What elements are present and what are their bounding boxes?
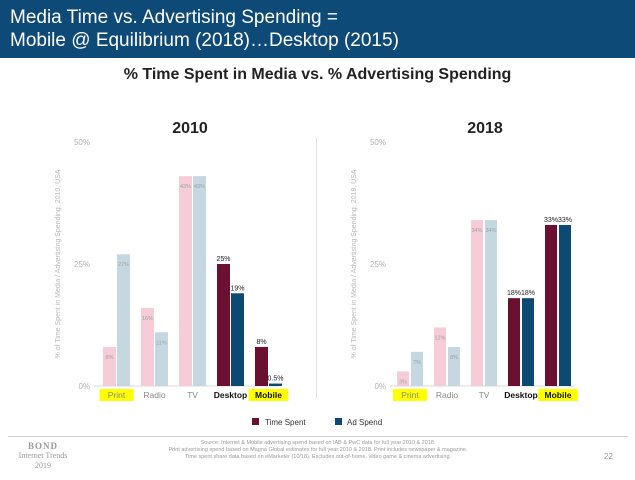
- y-tick-label: 50%: [74, 138, 90, 147]
- category-highlight: [538, 389, 578, 401]
- bar-time-spent-radio: [434, 327, 446, 386]
- chart-divider: [316, 138, 317, 398]
- category-highlight: [248, 389, 289, 401]
- data-label: 43%: [194, 184, 205, 190]
- bar-time-spent-print: [103, 346, 116, 386]
- category-label: TV: [187, 390, 198, 400]
- category-label: Mobile: [255, 390, 282, 400]
- bar-ad-spend-print: [117, 254, 130, 386]
- data-label: 16%: [142, 316, 153, 322]
- category-label: Radio: [143, 390, 165, 400]
- data-label: 7%: [413, 360, 421, 366]
- bar-time-spent-mobile: [255, 346, 268, 386]
- bar-ad-spend-radio: [155, 332, 168, 386]
- bar-ad-spend-radio: [448, 346, 460, 386]
- data-label: 34%: [471, 228, 482, 234]
- data-label: 8%: [450, 355, 458, 361]
- data-label: 8%: [256, 339, 266, 346]
- bar-time-spent-radio: [141, 307, 154, 386]
- source-line: Time spent share data based on eMarketer…: [184, 454, 452, 460]
- bond-logo: BOND Internet Trends 2019: [8, 441, 78, 471]
- y-axis-label: % of Time Spent in Media / Advertising S…: [55, 169, 62, 358]
- source-note: Source: Internet & Mobile advertising sp…: [150, 440, 486, 461]
- y-tick-label: 0%: [374, 382, 386, 391]
- bar-ad-spend-mobile: [269, 383, 282, 386]
- chart-title: 2018: [467, 120, 503, 137]
- chart-title: 2010: [172, 120, 208, 137]
- bar-time-spent-mobile: [545, 224, 557, 386]
- category-highlight: [99, 389, 134, 401]
- y-axis-label: % of Time Spent in Media / Advertising S…: [351, 169, 358, 358]
- footer-rule: [8, 436, 628, 437]
- bar-time-spent-tv: [471, 220, 483, 386]
- page-number: 22: [604, 452, 613, 461]
- bar-time-spent-tv: [179, 176, 192, 386]
- bar-ad-spend-desktop: [231, 293, 244, 386]
- header-banner: Media Time vs. Advertising Spending = Mo…: [0, 0, 635, 58]
- bar-ad-spend-tv: [193, 176, 206, 386]
- bond-logo-name: BOND: [27, 441, 58, 451]
- data-label: 19%: [230, 285, 244, 292]
- y-tick-label: 0%: [78, 382, 90, 391]
- data-label: 11%: [156, 340, 167, 346]
- data-label: 0.5%: [268, 376, 284, 383]
- data-label: 27%: [118, 262, 129, 268]
- legend-swatch-ad-spend: [335, 418, 342, 425]
- header-title-line-2: Mobile @ Equilibrium (2018)…Desktop (201…: [10, 30, 399, 51]
- category-label: Desktop: [214, 390, 248, 400]
- y-tick-label: 50%: [370, 138, 386, 147]
- data-label: 33%: [558, 217, 572, 224]
- category-label: Print: [401, 390, 419, 400]
- y-tick-label: 25%: [370, 260, 386, 269]
- source-line: Print advertising spend based on Magna G…: [168, 447, 468, 453]
- bar-ad-spend-desktop: [522, 298, 534, 386]
- data-label: 3%: [399, 379, 407, 385]
- data-label: 33%: [544, 217, 558, 224]
- data-label: 25%: [216, 256, 230, 263]
- bond-logo-subtitle: Internet Trends: [18, 451, 68, 460]
- legend-label-ad-spend: Ad Spend: [347, 418, 382, 427]
- category-highlight: [393, 389, 427, 401]
- category-label: Desktop: [504, 390, 538, 400]
- bar-ad-spend-mobile: [559, 224, 571, 386]
- category-label: Radio: [436, 390, 458, 400]
- bond-logo-year: 2019: [35, 461, 51, 470]
- category-label: Print: [108, 390, 126, 400]
- category-label: Mobile: [545, 390, 572, 400]
- header-title-line-1: Media Time vs. Advertising Spending =: [10, 7, 338, 28]
- bar-ad-spend-tv: [485, 220, 497, 386]
- data-label: 18%: [521, 290, 535, 297]
- legend-swatch-time-spent: [252, 418, 259, 425]
- data-label: 43%: [180, 184, 191, 190]
- y-tick-label: 25%: [74, 260, 90, 269]
- bar-time-spent-print: [397, 371, 409, 386]
- bar-ad-spend-print: [411, 351, 423, 386]
- bar-time-spent-desktop: [217, 264, 230, 386]
- data-label: 8%: [106, 355, 114, 361]
- data-label: 34%: [485, 228, 496, 234]
- category-label: TV: [479, 390, 490, 400]
- bar-time-spent-desktop: [508, 298, 520, 386]
- data-label: 12%: [434, 335, 445, 341]
- slide-subtitle: % Time Spent in Media vs. % Advertising …: [123, 66, 512, 83]
- legend-label-time-spent: Time Spent: [265, 418, 306, 427]
- data-label: 18%: [507, 290, 521, 297]
- source-line: Source: Internet & Mobile advertising sp…: [200, 440, 436, 446]
